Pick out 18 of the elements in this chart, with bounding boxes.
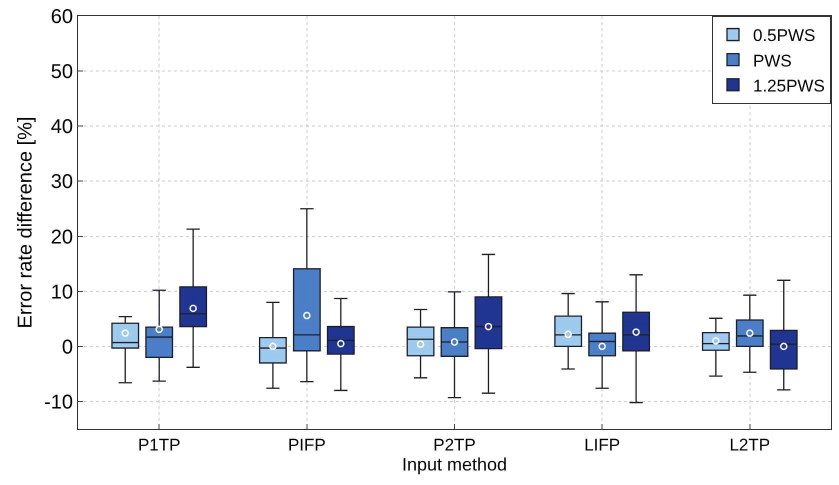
y-tick-label: 0	[62, 336, 73, 358]
x-tick-label: P2TP	[433, 435, 476, 454]
y-tick-label: 20	[50, 226, 73, 248]
x-tick-label: PIFP	[288, 435, 326, 454]
y-tick-label: -10	[44, 391, 73, 414]
y-tick-label: 40	[50, 116, 73, 138]
y-tick-label: 50	[50, 61, 73, 84]
y-tick-label: 30	[50, 171, 73, 194]
legend-label: PWS	[753, 51, 792, 70]
x-tick-label: LIFP	[584, 435, 620, 454]
x-tick-label: P1TP	[138, 435, 180, 454]
legend-label: 1.25PWS	[753, 76, 825, 96]
y-axis-title: Error rate difference [%]	[14, 116, 37, 328]
legend-label: 0.5PWS	[753, 26, 816, 46]
y-tick-label: 10	[50, 281, 73, 304]
x-axis-title: Input method	[402, 454, 508, 474]
x-tick-label: L2TP	[729, 435, 770, 454]
y-tick-label: 60	[50, 6, 73, 28]
